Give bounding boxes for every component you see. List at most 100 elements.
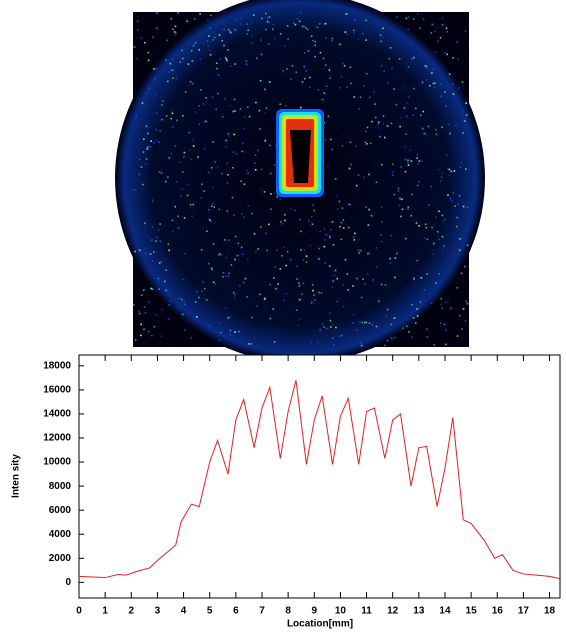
speckle (450, 200, 453, 202)
speckle (306, 28, 309, 31)
speckle (438, 210, 440, 212)
speckle (426, 328, 428, 331)
speckle (218, 208, 221, 211)
speckle (316, 26, 319, 29)
speckle (196, 290, 198, 293)
speckle (452, 93, 455, 95)
speckle (273, 37, 276, 40)
speckle (239, 284, 241, 287)
speckle (183, 151, 186, 154)
y-tick-label: 18000 (43, 360, 71, 371)
speckle (346, 273, 349, 275)
speckle (388, 57, 391, 60)
speckle (365, 73, 368, 75)
speckle (466, 302, 469, 305)
speckle (407, 161, 409, 164)
speckle (194, 111, 197, 113)
y-axis-label: Inten sity (11, 454, 22, 498)
speckle (437, 40, 439, 43)
speckle (192, 139, 194, 142)
speckle (418, 160, 420, 162)
speckle (174, 145, 177, 147)
speckle (233, 291, 235, 294)
speckle (405, 237, 407, 240)
speckle (264, 140, 266, 143)
x-tick-label: 8 (285, 606, 291, 617)
speckle (448, 174, 450, 177)
speckle (300, 106, 302, 109)
speckle (246, 296, 248, 298)
speckle (457, 203, 459, 205)
speckle (242, 142, 244, 145)
speckle (323, 228, 325, 230)
speckle (225, 256, 228, 259)
speckle (273, 164, 276, 166)
speckle (182, 57, 184, 60)
speckle (397, 187, 400, 190)
speckle (189, 149, 191, 151)
speckle (257, 248, 259, 250)
speckle (402, 327, 404, 329)
speckle (428, 125, 430, 128)
speckle (390, 122, 393, 125)
speckle (329, 312, 331, 314)
speckle (188, 131, 191, 134)
speckle (176, 119, 178, 122)
speckle (158, 141, 160, 143)
speckle (171, 126, 174, 128)
speckle (183, 300, 185, 303)
speckle (417, 163, 419, 165)
speckle (289, 258, 292, 261)
speckle (425, 133, 427, 135)
speckle (217, 74, 220, 76)
speckle (299, 218, 301, 221)
speckle (323, 326, 325, 328)
speckle (227, 133, 230, 135)
speckle (155, 314, 158, 316)
speckle (169, 62, 172, 65)
speckle (214, 161, 216, 163)
speckle (194, 301, 197, 303)
speckle (441, 172, 443, 174)
speckle (397, 190, 400, 192)
speckle (365, 206, 367, 208)
speckle (438, 238, 440, 241)
speckle (133, 46, 136, 48)
speckle (167, 289, 169, 291)
x-axis-label: Location[mm] (287, 619, 353, 630)
speckle (184, 252, 186, 255)
speckle (379, 135, 381, 138)
speckle (441, 23, 444, 26)
speckle (391, 171, 394, 173)
speckle (284, 45, 286, 47)
x-tick-label: 14 (439, 606, 451, 617)
speckle (363, 85, 365, 87)
speckle (298, 298, 301, 301)
speckle (314, 40, 316, 43)
speckle (281, 223, 283, 225)
speckle (134, 339, 137, 341)
speckle (353, 29, 355, 32)
speckle (420, 160, 423, 162)
speckle (230, 65, 232, 67)
speckle (450, 170, 453, 173)
speckle (398, 58, 401, 60)
speckle (168, 157, 171, 159)
speckle (354, 232, 356, 235)
speckle (445, 105, 447, 107)
speckle (444, 91, 446, 93)
speckle (207, 44, 210, 47)
speckle (349, 141, 352, 144)
speckle (167, 243, 170, 246)
speckle (377, 123, 379, 126)
speckle (400, 166, 402, 168)
speckle (440, 298, 443, 300)
speckle (151, 239, 153, 241)
speckle (192, 145, 195, 147)
speckle (433, 82, 436, 85)
speckle (136, 20, 139, 23)
speckle (358, 252, 360, 254)
speckle (445, 154, 448, 157)
speckle (410, 214, 412, 217)
